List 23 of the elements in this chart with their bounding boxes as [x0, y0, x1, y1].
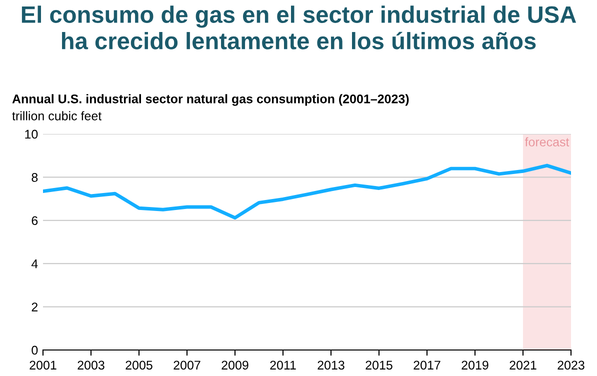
x-tick-label: 2007: [174, 360, 200, 370]
x-tick-label: 2009: [222, 360, 248, 370]
chart-title: El consumo de gas en el sector industrial de USA ha crecido lentamente en los últimos años: [22, 6, 576, 50]
y-axis-title: trillion cubic feet: [12, 111, 102, 120]
y-tick-label: 4: [31, 260, 38, 268]
x-tick-label: 2003: [78, 360, 104, 370]
band-label: forecast: [524, 137, 570, 146]
y-tick-label: 10: [25, 130, 38, 139]
y-tick-label: 0: [32, 346, 38, 355]
x-tick-label: 2005: [126, 360, 152, 370]
x-tick-label: 2011: [270, 360, 296, 370]
x-tick-label: 2017: [414, 360, 440, 370]
x-tick-label: 2021: [510, 360, 536, 370]
chart-subtitle: Annual U.S. industrial sector natural gas consumption (2001–2023): [12, 94, 409, 106]
y-tick-label: 8: [32, 173, 38, 182]
x-tick-label: 2015: [366, 360, 392, 370]
x-tick-label: 2019: [462, 360, 488, 370]
x-tick-label: 2013: [318, 360, 344, 370]
y-tick-label: 2: [32, 302, 38, 312]
y-tick-label: 6: [32, 216, 38, 226]
line-series: [43, 164, 571, 220]
x-tick-label: 2023: [558, 360, 584, 370]
x-tick-label: 2001: [30, 360, 56, 370]
